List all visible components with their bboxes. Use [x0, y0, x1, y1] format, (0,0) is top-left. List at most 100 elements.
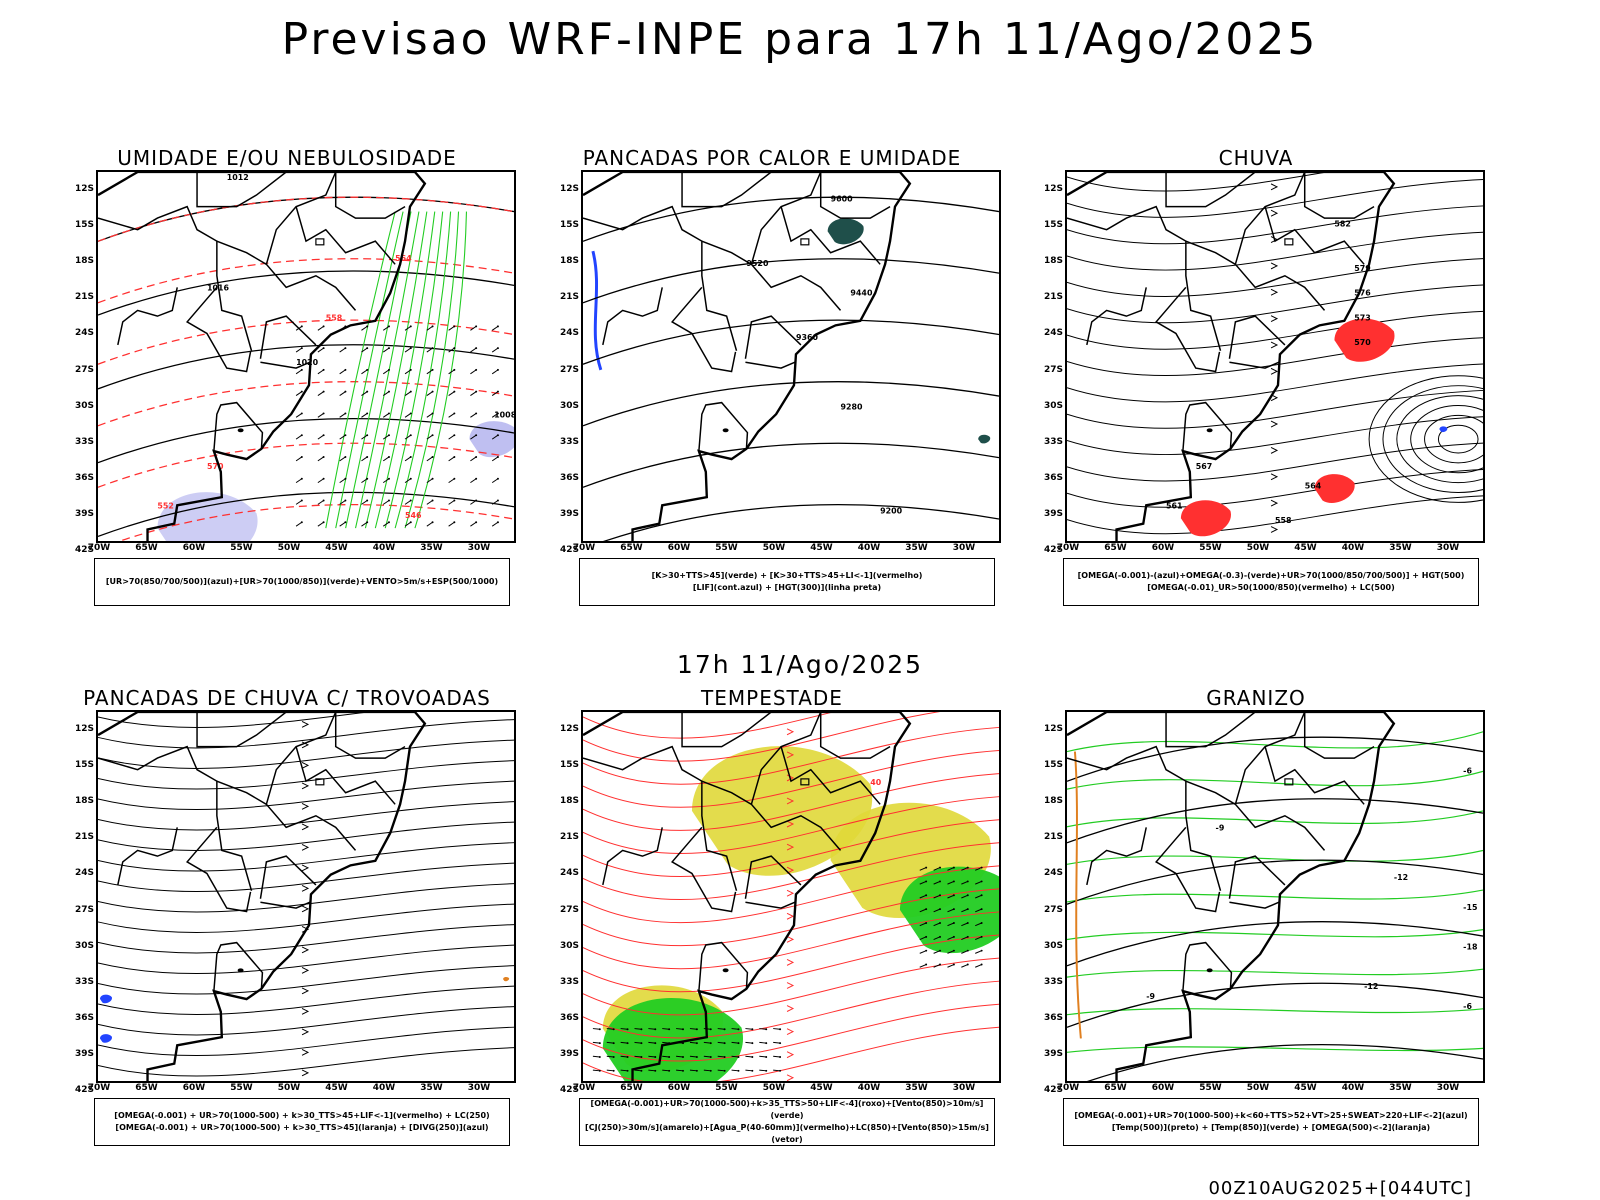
- svg-text:576: 576: [1354, 289, 1371, 298]
- lon-tick-label: 40W: [857, 1083, 881, 1093]
- lat-tick-label: 33S: [74, 436, 94, 447]
- lon-tick-label: 55W: [1199, 1083, 1222, 1093]
- legend-line: [OMEGA(-0.001)+UR>70(1000-500)+k<60+TTS>…: [1074, 1111, 1468, 1120]
- lon-tick-label: 60W: [667, 543, 691, 553]
- lat-tick-label: 39S: [1043, 1048, 1063, 1059]
- lon-tick-label: 60W: [667, 1083, 691, 1093]
- lat-tick-label: 27S: [559, 904, 579, 915]
- legend-line: [LIF](cont.azul) + [HGT(300)](linha pret…: [692, 583, 882, 592]
- panel-pancadas-trovoadas: PANCADAS DE CHUVA C/ TROVOADAS 12S 15S 18S 2…: [52, 686, 522, 1186]
- lat-tick-label: 33S: [74, 976, 94, 987]
- lon-tick-label: 60W: [1151, 1083, 1175, 1093]
- lat-tick-label: 18S: [1043, 256, 1063, 267]
- valid-time-title: 17h 11/Ago/2025: [676, 650, 924, 679]
- lat-tick-label: 42S: [1043, 1085, 1063, 1095]
- legend-line: [K>30+TTS>45](verde) + [K>30+TTS>45+LI<-…: [651, 571, 923, 580]
- map-canvas: 9600 9520 9440 9360 9280 9200: [583, 172, 999, 541]
- legend-line: [OMEGA(-0.001) + UR>70(1000-500) + k>30_…: [115, 1123, 489, 1132]
- svg-text:-12: -12: [1364, 982, 1378, 991]
- lon-tick-label: 30W: [1436, 543, 1460, 553]
- lat-tick-label: 21S: [1043, 292, 1063, 303]
- lat-tick-label: 33S: [1043, 976, 1063, 987]
- lat-tick-label: 15S: [1043, 220, 1063, 231]
- lon-tick-label: 60W: [1151, 543, 1175, 553]
- lat-tick-label: 33S: [1043, 436, 1063, 447]
- svg-text:-15: -15: [1463, 903, 1477, 912]
- lat-tick-label: 21S: [559, 292, 579, 303]
- lon-tick-label: 35W: [420, 1083, 443, 1093]
- lon-tick-label: 65W: [1104, 1083, 1127, 1093]
- panel-chuva: CHUVA 12S 15S 18S 21S 24S 27S 30S 33S 36S 39S 42S 70…: [1021, 146, 1491, 646]
- lon-tick-label: 45W: [1294, 1083, 1317, 1093]
- svg-text:-6: -6: [1463, 766, 1472, 775]
- panel-legend: [OMEGA(-0.001)+UR>70(1000-500)+k>35_TTS>…: [579, 1098, 995, 1146]
- lon-tick-label: 30W: [1436, 1083, 1460, 1093]
- lon-tick-label: 40W: [857, 543, 881, 553]
- svg-text:9280: 9280: [841, 402, 864, 411]
- lat-tick-label: 15S: [1043, 760, 1063, 771]
- map-canvas: 582 579 576 573 570 567 564 561 558: [1067, 172, 1483, 541]
- lat-tick-label: 39S: [559, 1048, 579, 1059]
- lat-tick-label: 30S: [74, 940, 94, 951]
- map-plot: 582 579 576 573 570 567 564 561 558: [1065, 170, 1485, 543]
- lat-tick-label: 36S: [559, 472, 579, 483]
- map-plot: -6 -9 -12 -15 -18 -6 -9 -12: [1065, 710, 1485, 1083]
- lat-tick-label: 18S: [74, 256, 94, 267]
- lat-tick-label: 42S: [74, 545, 94, 555]
- lon-tick-label: 65W: [135, 1083, 158, 1093]
- lon-tick-label: 65W: [620, 543, 643, 553]
- lon-tick-label: 55W: [1199, 543, 1222, 553]
- lon-tick-label: 50W: [762, 543, 786, 553]
- lon-tick-label: 70W: [572, 543, 596, 553]
- lat-tick-label: 15S: [74, 220, 94, 231]
- legend-line: [OMEGA(-0.001) + UR>70(1000-500) + k>30_…: [114, 1111, 490, 1120]
- legend-line: [OMEGA(-0.001)+UR>70(1000-500)+k>35_TTS>…: [590, 1099, 984, 1120]
- lon-tick-label: 55W: [230, 543, 253, 553]
- lon-tick-label: 50W: [1246, 543, 1270, 553]
- lat-tick-label: 33S: [559, 436, 579, 447]
- lat-tick-label: 39S: [559, 508, 579, 519]
- legend-line: [UR>70(850/700/500)](azul)+[UR>70(1000/8…: [105, 577, 499, 586]
- legend-line: [OMEGA(-0.001)-(azul)+OMEGA(-0.3)-(verde…: [1077, 571, 1465, 580]
- lat-tick-label: 12S: [1043, 184, 1063, 194]
- map-canvas: -6 -9 -12 -15 -18 -6 -9 -12: [1067, 712, 1483, 1081]
- panel-legend: [OMEGA(-0.001)-(azul)+OMEGA(-0.3)-(verde…: [1063, 558, 1479, 606]
- lat-tick-label: 36S: [1043, 1012, 1063, 1023]
- svg-text:40: 40: [870, 778, 882, 787]
- panel-legend: [OMEGA(-0.001)+UR>70(1000-500)+k<60+TTS>…: [1063, 1098, 1479, 1146]
- svg-text:558: 558: [326, 313, 343, 322]
- svg-text:1008: 1008: [494, 410, 514, 419]
- lat-tick-label: 21S: [1043, 832, 1063, 843]
- lat-tick-label: 21S: [559, 832, 579, 843]
- lon-tick-label: 30W: [467, 1083, 491, 1093]
- svg-text:546: 546: [405, 511, 422, 520]
- lat-tick-label: 27S: [559, 364, 579, 375]
- svg-text:564: 564: [1305, 482, 1322, 491]
- panel-legend: [K>30+TTS>45](verde) + [K>30+TTS>45+LI<-…: [579, 558, 995, 606]
- panel-title: CHUVA: [1218, 146, 1294, 170]
- lon-tick-label: 50W: [762, 1083, 786, 1093]
- lat-tick-label: 12S: [559, 184, 579, 194]
- lon-tick-label: 60W: [182, 1083, 206, 1093]
- lat-tick-label: 15S: [559, 760, 579, 771]
- lon-tick-label: 60W: [182, 543, 206, 553]
- legend-line: [CJ(250)>30m/s](amarelo)+[Agua_P(40-60mm…: [585, 1123, 989, 1144]
- legend-line: [OMEGA(-0.01)_UR>50(1000/850)(vermelho) …: [1147, 583, 1395, 592]
- lon-tick-label: 65W: [1104, 543, 1127, 553]
- lat-tick-label: 24S: [74, 868, 94, 879]
- lon-tick-label: 70W: [572, 1083, 596, 1093]
- lon-tick-label: 35W: [1389, 543, 1412, 553]
- lat-tick-label: 18S: [559, 796, 579, 807]
- lon-tick-label: 45W: [810, 543, 833, 553]
- panel-pancadas-calor: PANCADAS POR CALOR E UMIDADE 12S 15S 18S 21S…: [537, 146, 1007, 646]
- lat-tick-label: 15S: [74, 760, 94, 771]
- lat-tick-label: 24S: [74, 328, 94, 339]
- lon-tick-label: 70W: [1056, 1083, 1080, 1093]
- lat-tick-label: 30S: [1043, 400, 1063, 411]
- lat-tick-label: 42S: [559, 545, 579, 555]
- svg-text:570: 570: [1354, 338, 1371, 347]
- lat-tick-label: 12S: [1043, 724, 1063, 734]
- svg-text:-9: -9: [1146, 992, 1155, 1001]
- lat-tick-label: 36S: [74, 1012, 94, 1023]
- lon-tick-label: 40W: [372, 543, 396, 553]
